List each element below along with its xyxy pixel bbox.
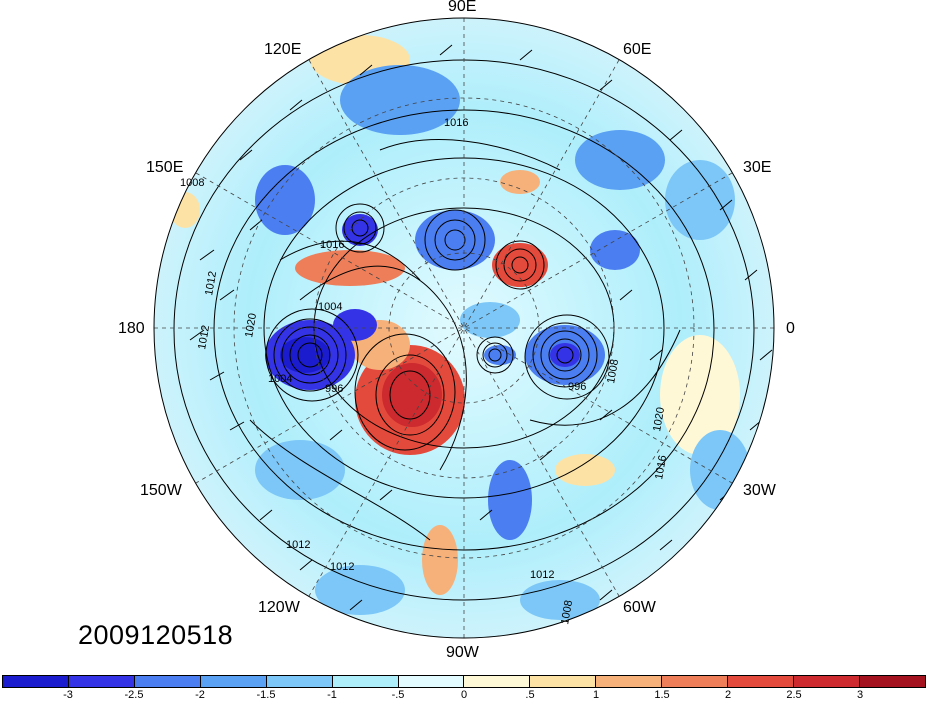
colorbar-labels: -3 -2.5 -2 -1.5 -1 -.5 0 .5 1 1.5 2 2.5 3 (0, 689, 928, 702)
cold-anomaly (315, 565, 405, 615)
contour-label: 1012 (530, 569, 554, 581)
contour-label: 1016 (320, 239, 344, 251)
contour-label: 1004 (268, 373, 292, 385)
warm-anomaly (555, 454, 615, 486)
lon-label-30w: 30W (743, 482, 776, 499)
colorbar-tick-label: .5 (525, 689, 535, 701)
wind-barbs (189, 44, 773, 611)
contour-label: 1008 (559, 599, 575, 625)
contour-label: 1016 (653, 454, 669, 480)
cold-anomaly (415, 210, 495, 270)
graticule (154, 18, 774, 638)
lon-label-120w: 120W (258, 599, 300, 616)
contour-label: 1008 (180, 177, 204, 189)
colorbar-swatch (596, 676, 663, 687)
colorbar (2, 675, 926, 688)
warm-anomaly (422, 525, 458, 595)
cold-anomaly (520, 580, 600, 620)
warm-anomaly (500, 170, 540, 194)
lon-label-60e: 60E (623, 41, 652, 58)
contour-label: 1012 (203, 270, 219, 296)
warm-anomaly (660, 335, 740, 455)
cold-anomaly (340, 65, 460, 135)
colorbar-swatch (266, 676, 333, 687)
colorbar-tick-label: -1 (327, 689, 337, 701)
cold-anomaly (342, 214, 378, 246)
contour-label: 996 (325, 383, 343, 395)
contour-label: 996 (568, 381, 586, 393)
warm-anomaly (295, 250, 405, 286)
contour-label: 1016 (444, 117, 468, 129)
cold-anomaly (665, 160, 735, 240)
cold-anomaly (575, 130, 665, 190)
cold-anomaly (333, 309, 377, 341)
cold-anomaly (255, 165, 315, 235)
colorbar-swatch (68, 676, 135, 687)
contour-label: 1008 (605, 358, 621, 384)
lon-label-90w: 90W (446, 644, 479, 661)
cold-anomaly (590, 230, 640, 270)
lon-label-120e: 120E (264, 41, 302, 58)
warm-anomaly (170, 192, 200, 228)
colorbar-tick-label: 1.5 (654, 689, 670, 701)
colorbar-tick-label: 1 (592, 689, 600, 701)
contour-label: 1020 (243, 312, 259, 338)
timestamp-label: 2009120518 (78, 620, 234, 650)
lon-label-150e: 150E (146, 159, 184, 176)
cold-anomaly (690, 430, 750, 510)
map-boundary (153, 17, 775, 639)
colorbar-swatch (3, 676, 69, 687)
colorbar-swatch (332, 676, 399, 687)
colorbar-tick-label: -3 (63, 689, 73, 701)
colorbar-tick-label: 0 (460, 689, 468, 701)
cold-anomaly (550, 343, 580, 367)
colorbar-swatch (662, 676, 729, 687)
colorbar-tick-label: -.5 (391, 689, 405, 701)
colorbar-tick-label: -1.5 (256, 689, 276, 701)
colorbar-swatch (859, 676, 925, 687)
contour-label: 1012 (286, 539, 310, 551)
colorbar-tick-label: 2.5 (786, 689, 802, 701)
colorbar-swatch (728, 676, 795, 687)
lon-label-60w: 60W (623, 599, 656, 616)
cold-anomaly (460, 302, 520, 338)
contour-label: 1012 (196, 324, 212, 350)
colorbar-swatch (134, 676, 201, 687)
lon-label-150w: 150W (140, 482, 182, 499)
colorbar-swatch (200, 676, 267, 687)
colorbar-swatch (464, 676, 531, 687)
cold-anomaly (255, 440, 345, 500)
warm-anomaly (382, 363, 442, 427)
colorbar-swatch (794, 676, 860, 687)
colorbar-tick-label: 3 (856, 689, 864, 701)
colorbar-swatch (398, 676, 465, 687)
colorbar-tick-label: -2 (195, 689, 205, 701)
colorbar-tick-label: -2.5 (124, 689, 144, 701)
lon-label-0: 0 (786, 320, 795, 337)
contour-label: 1004 (318, 301, 342, 313)
contour-label: 1020 (651, 406, 667, 432)
lon-label-180: 180 (118, 320, 145, 337)
contour-label-layer: 1008 1012 1016 1004 996 1020 1012 1016 1… (180, 117, 669, 626)
warm-anomaly (492, 243, 548, 287)
colorbar-swatch (530, 676, 597, 687)
lon-label-30e: 30E (743, 159, 772, 176)
contour-label: 1012 (330, 561, 354, 573)
colorbar-tick-label: 2 (724, 689, 732, 701)
lon-label-90e: 90E (448, 0, 477, 15)
cold-anomaly (488, 460, 532, 540)
anomaly-field (154, 18, 774, 638)
